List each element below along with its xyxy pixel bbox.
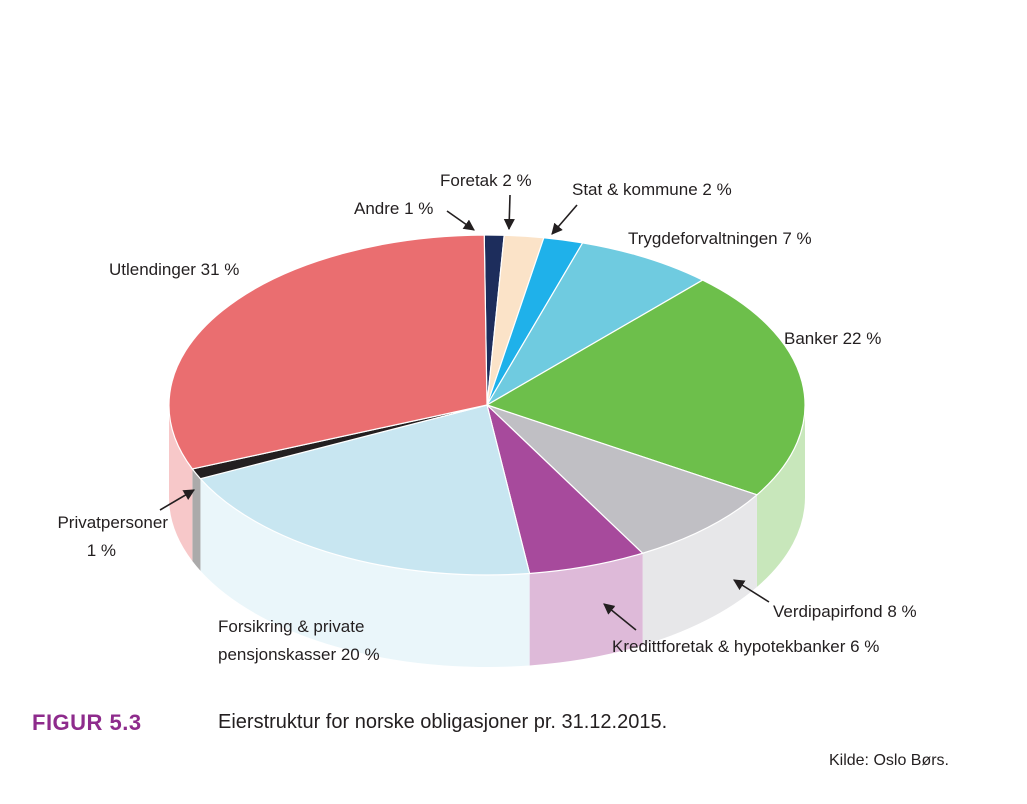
pie-slice-7 xyxy=(199,404,531,576)
pie-slice-4 xyxy=(485,279,806,496)
slice-label-9: Utlendinger 31 % xyxy=(109,260,239,279)
pie-side-8 xyxy=(192,468,201,571)
slice-label-5: Verdipapirfond 8 % xyxy=(773,602,917,621)
leader-line-8 xyxy=(159,489,195,511)
slice-label-7: Forsikring & private pensjonskasser 20 % xyxy=(218,617,380,664)
pie-side-7 xyxy=(200,478,530,667)
leader-line-6 xyxy=(603,603,637,631)
leader-line-1 xyxy=(503,194,515,231)
figure-caption: FIGUR 5.3 Eierstruktur for norske obliga… xyxy=(32,710,1012,750)
leader-line-5 xyxy=(733,579,770,603)
figure-title: Eierstruktur for norske obligasjoner pr.… xyxy=(218,711,668,733)
leader-line-2 xyxy=(551,204,578,235)
slice-label-8: Privatpersoner 1 % xyxy=(57,513,168,560)
figure-number: FIGUR 5.3 xyxy=(32,710,142,735)
pie-side-4 xyxy=(756,405,805,587)
slice-label-4: Banker 22 % xyxy=(784,329,881,348)
slice-label-3: Trygdeforvaltningen 7 % xyxy=(628,229,812,248)
pie-side-5 xyxy=(642,494,757,646)
pie-slice-6 xyxy=(485,403,644,575)
pie-side-9 xyxy=(169,405,193,561)
slice-label-1: Foretak 2 % xyxy=(440,171,532,190)
slice-label-0: Andre 1 % xyxy=(354,199,433,218)
pie-slice-5 xyxy=(486,404,759,554)
leader-line-0 xyxy=(446,210,475,231)
slice-label-6: Kredittforetak & hypotekbanker 6 % xyxy=(612,637,879,656)
figure-source: Kilde: Oslo Børs. xyxy=(828,752,949,769)
slice-labels: Andre 1 % Foretak 2 % Stat & kommune 2 % Tr… xyxy=(57,171,916,664)
pie-chart: Andre 1 % Foretak 2 % Stat & kommune 2 % Tr… xyxy=(57,171,917,667)
slice-label-2: Stat & kommune 2 % xyxy=(572,180,732,199)
pie-side-6 xyxy=(529,553,643,666)
label-leaders xyxy=(159,194,770,631)
pie-slice-9 xyxy=(168,234,488,470)
pie-slice-3 xyxy=(485,242,704,407)
pie-top xyxy=(168,234,806,576)
pie-sides xyxy=(169,405,805,667)
